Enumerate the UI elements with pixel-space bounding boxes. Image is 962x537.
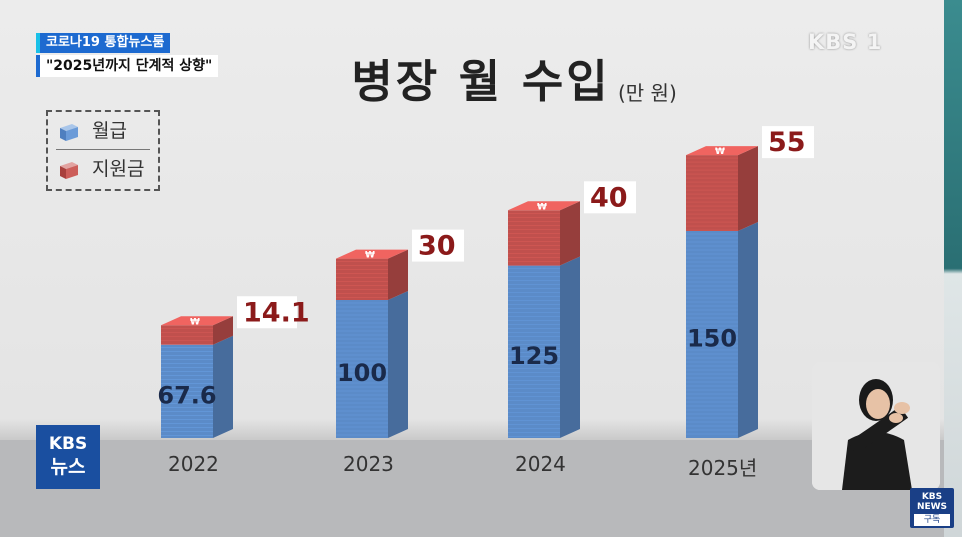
bar-support-1 <box>336 249 408 300</box>
bar-salary-0 <box>161 335 233 438</box>
subscribe-label: 구독 <box>914 514 950 526</box>
x-tick-label-2025: 2025년 <box>688 456 758 480</box>
channel-logo: KBS 1 <box>808 30 883 54</box>
news-badge-kbs: KBS <box>48 434 88 454</box>
sign-language-interpreter <box>812 362 940 490</box>
support-label-box-1 <box>412 229 464 262</box>
bar-support-3 <box>686 146 758 231</box>
value-label-salary-2: 125 <box>509 342 559 370</box>
legend-item-salary: 월급 <box>56 118 151 144</box>
news-badge-news: 뉴스 <box>50 456 86 478</box>
topic-tag: 코로나19 통합뉴스룸 <box>36 33 171 53</box>
x-tick-label-2024: 2024 <box>515 452 566 476</box>
interpreter-figure <box>812 362 940 490</box>
support-label-box-3 <box>762 126 814 159</box>
chart-unit: (만 원) <box>618 81 677 105</box>
bar-top-1 <box>336 249 408 259</box>
floor-band <box>0 440 962 537</box>
chart-title: 병장 월 수입 <box>351 55 611 108</box>
won-sign-icon: ₩ <box>190 317 200 327</box>
value-label-support-2: 40 <box>590 182 628 213</box>
value-label-salary-0: 67.6 <box>157 381 216 409</box>
won-sign-icon: ₩ <box>365 251 375 261</box>
legend-item-support: 지원금 <box>56 156 151 182</box>
bar-salary-1 <box>336 291 408 438</box>
kbs-news-badge: KBS 뉴스 <box>36 425 100 489</box>
won-sign-icon: ₩ <box>715 147 725 157</box>
bar-top-2 <box>508 201 580 211</box>
value-label-salary-1: 100 <box>337 359 387 387</box>
bar-top-3 <box>686 146 758 156</box>
legend-label-salary: 월급 <box>92 120 127 142</box>
won-sign-icon: ₩ <box>537 202 547 212</box>
red-money-stack-icon <box>60 162 78 179</box>
value-label-support-0: 14.1 <box>243 297 310 328</box>
subscribe-brand: KBS NEWS <box>916 492 948 512</box>
legend-label-support: 지원금 <box>92 158 145 180</box>
x-tick-label-2023: 2023 <box>343 452 394 476</box>
support-label-box-2 <box>584 181 636 214</box>
blue-money-stack-icon <box>60 124 78 141</box>
topic-subtitle: "2025년까지 단계적 상향" <box>36 55 219 77</box>
value-label-support-3: 55 <box>768 127 806 158</box>
bar-support-2 <box>508 201 580 266</box>
bar-salary-3 <box>686 222 758 438</box>
legend-divider <box>56 149 150 150</box>
subscribe-button[interactable]: KBS NEWS 구독 <box>910 488 954 528</box>
right-edge-strip <box>944 0 962 537</box>
bar-top-0 <box>161 316 233 326</box>
x-tick-label-2022: 2022 <box>168 452 219 476</box>
value-label-support-1: 30 <box>418 231 456 262</box>
support-label-box-0 <box>237 296 297 329</box>
bar-support-0 <box>161 316 233 345</box>
legend: 월급 지원금 <box>46 110 160 191</box>
value-label-salary-3: 150 <box>687 325 737 353</box>
bar-salary-2 <box>508 256 580 438</box>
